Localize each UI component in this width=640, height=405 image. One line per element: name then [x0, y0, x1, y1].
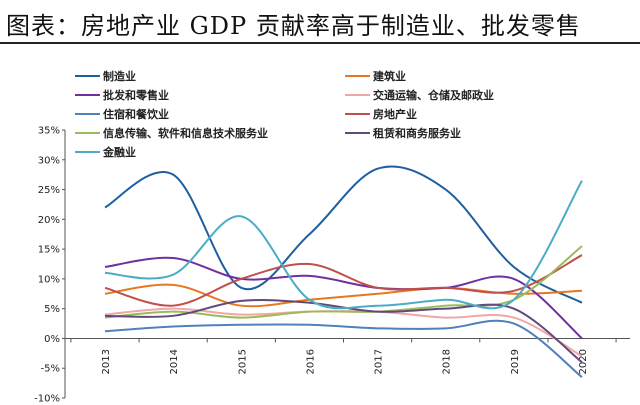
- legend-label: 住宿和餐饮业: [103, 107, 169, 121]
- x-tick-label: 2016: [305, 349, 316, 374]
- series-line: [104, 283, 583, 308]
- x-tick-label: 2014: [169, 349, 180, 374]
- y-tick-label: 10%: [38, 274, 60, 285]
- y-tick-label: 30%: [38, 155, 60, 166]
- x-tick-label: 2013: [101, 349, 112, 374]
- legend-label: 金融业: [102, 145, 136, 159]
- x-tick-label: 2018: [442, 349, 453, 374]
- series-line: [104, 180, 583, 310]
- series-line: [104, 256, 583, 340]
- legend-label: 信息传输、软件和信息技术服务业: [103, 126, 268, 140]
- legend-label: 批发和零售业: [103, 88, 169, 102]
- y-tick-label: 0%: [44, 334, 60, 345]
- legend-label: 交通运输、仓储及邮政业: [373, 88, 494, 102]
- x-tick-label: 2017: [374, 349, 385, 374]
- series-line: [104, 165, 583, 304]
- chart-title: 图表：房地产业 GDP 贡献率高于制造业、批发零售: [6, 12, 581, 40]
- legend-label: 建筑业: [373, 69, 406, 83]
- series-line: [104, 254, 583, 307]
- y-tick-label: -5%: [41, 364, 60, 375]
- y-tick-label: 35%: [38, 126, 60, 137]
- y-tick-label: 5%: [44, 304, 60, 315]
- legend-label: 制造业: [103, 69, 136, 83]
- x-tick-label: 2020: [578, 349, 589, 374]
- x-tick-label: 2019: [510, 349, 521, 374]
- title-underline: [0, 42, 640, 44]
- y-tick-label: 15%: [38, 245, 60, 256]
- legend-label: 租赁和商务服务业: [373, 126, 461, 140]
- series-line: [104, 319, 583, 378]
- x-tick-label: 2015: [237, 349, 248, 374]
- y-tick-label: 25%: [38, 185, 60, 196]
- y-tick-label: 20%: [38, 215, 60, 226]
- legend-label: 房地产业: [373, 107, 417, 121]
- y-tick-label: -10%: [34, 394, 60, 405]
